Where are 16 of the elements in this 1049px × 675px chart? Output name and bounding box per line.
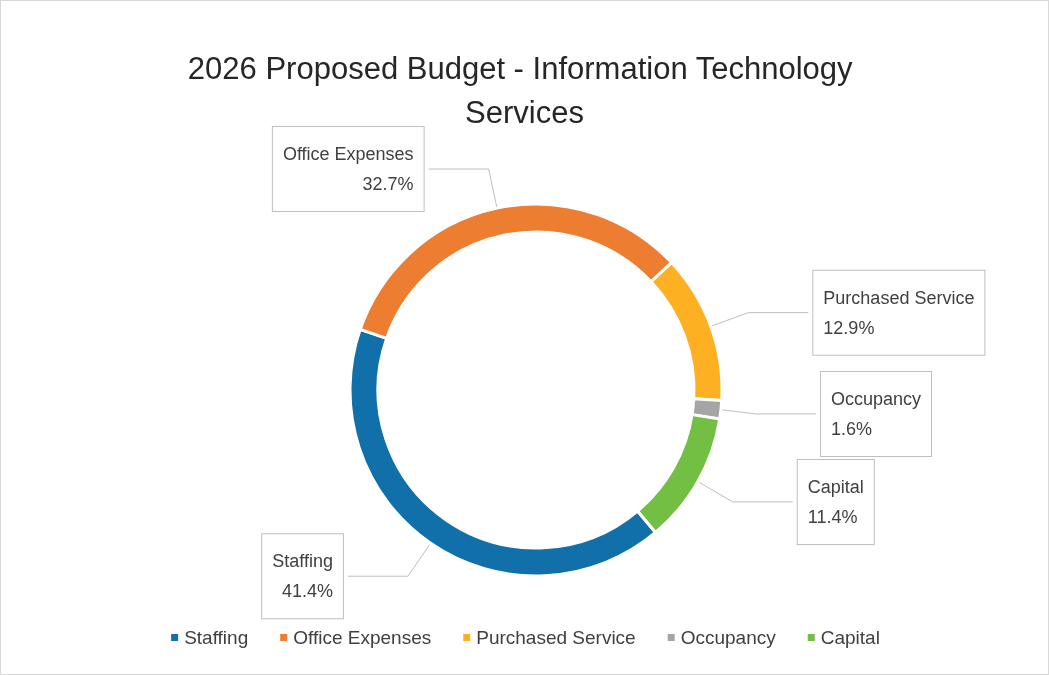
legend-label: Purchased Service bbox=[476, 627, 636, 648]
legend-label: Staffing bbox=[184, 627, 249, 648]
data-label: 1.6% bbox=[830, 418, 872, 439]
slice-label: Occupancy bbox=[830, 388, 921, 409]
slice-label: Office Expenses bbox=[282, 144, 414, 165]
data-label: 11.4% bbox=[807, 506, 858, 527]
data-label: 12.9% bbox=[823, 317, 875, 338]
data-label: 32.7% bbox=[362, 174, 414, 195]
slice-label: Staffing bbox=[272, 551, 333, 572]
data-label: 41.4% bbox=[281, 581, 333, 602]
chart-title: 2026 Proposed Budget - Information Technology Services bbox=[187, 50, 862, 130]
legend-label: Capital bbox=[820, 627, 880, 648]
slice-label: Purchased Service bbox=[823, 287, 975, 308]
legend-label: Office Expenses bbox=[293, 627, 432, 648]
slice-label: Capital bbox=[807, 476, 864, 497]
legend-label: Occupancy bbox=[680, 627, 777, 648]
